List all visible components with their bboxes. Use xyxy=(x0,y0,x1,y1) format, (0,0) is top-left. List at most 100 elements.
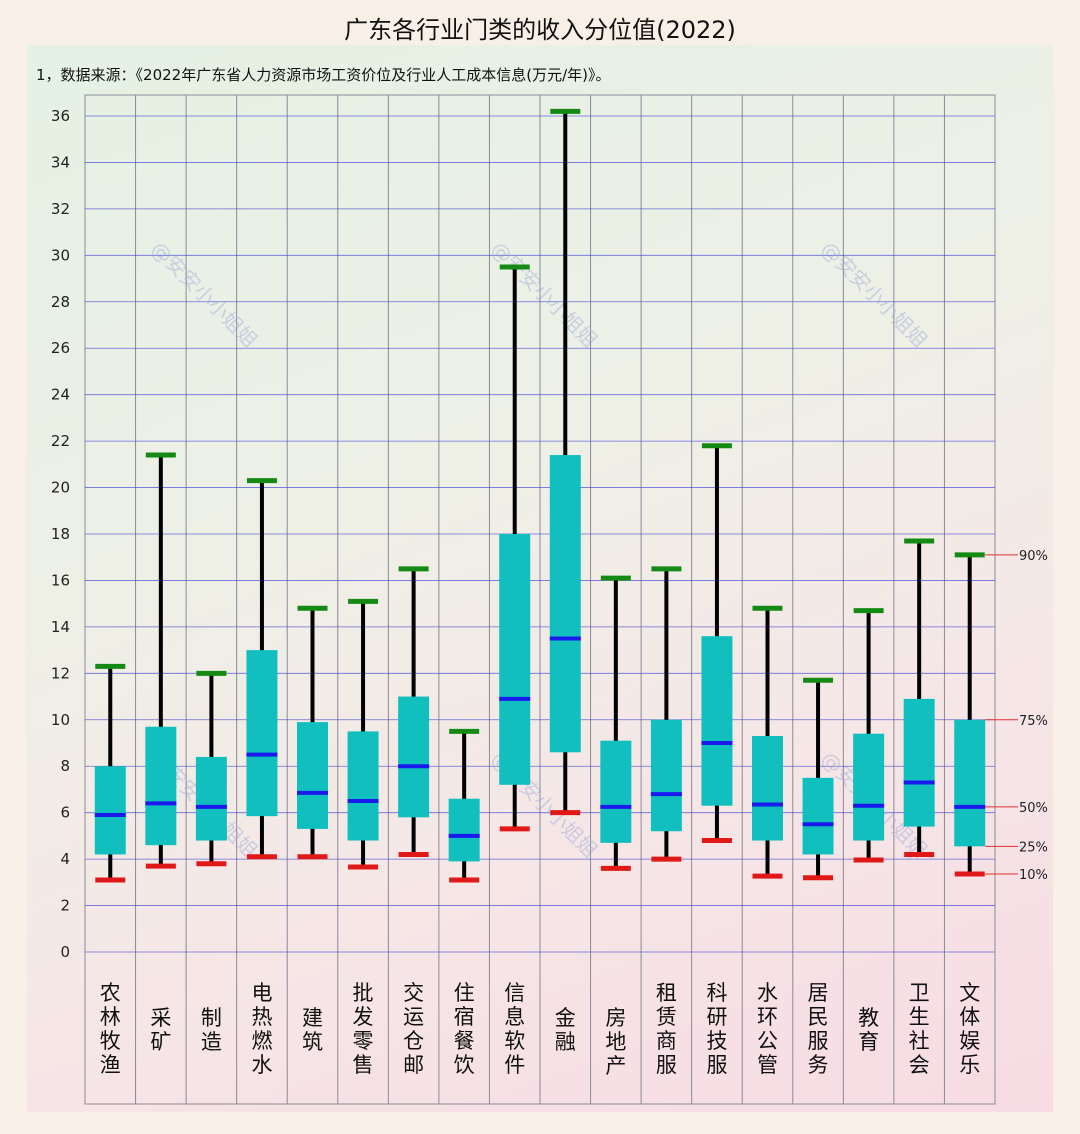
box-iqr xyxy=(853,733,885,841)
box-iqr xyxy=(549,455,581,753)
y-tick-label: 18 xyxy=(51,525,70,543)
y-tick-label: 34 xyxy=(51,153,70,171)
x-category-label-char: 会 xyxy=(909,1053,930,1077)
y-tick-label: 8 xyxy=(60,757,70,775)
x-category-label-char: 育 xyxy=(858,1030,879,1054)
x-category-label-char: 金 xyxy=(555,1006,576,1030)
x-category-label-char: 制 xyxy=(201,1006,222,1030)
x-category-label-char: 民 xyxy=(808,1005,829,1029)
x-category-label-char: 技 xyxy=(706,1029,727,1053)
x-category-label-char: 燃 xyxy=(251,1029,272,1053)
x-category-label-char: 卫 xyxy=(909,981,930,1005)
x-category-label-char: 服 xyxy=(808,1029,829,1053)
x-category-label-char: 软 xyxy=(504,1029,525,1053)
y-tick-label: 10 xyxy=(51,711,70,729)
x-category-label-char: 运 xyxy=(403,1005,424,1029)
y-tick-label: 4 xyxy=(60,850,70,868)
x-category-label-char: 地 xyxy=(605,1030,626,1054)
y-tick-label: 2 xyxy=(60,897,70,915)
x-category-label-char: 居 xyxy=(808,981,829,1005)
x-category-label-char: 邮 xyxy=(403,1053,424,1077)
x-category-label-char: 采 xyxy=(150,1006,171,1030)
box-iqr xyxy=(195,756,227,841)
x-category-label-char: 仓 xyxy=(403,1029,424,1053)
x-category-label-char: 水 xyxy=(251,1053,272,1077)
x-category-label-char: 件 xyxy=(504,1053,525,1077)
x-category-label-char: 渔 xyxy=(100,1053,121,1077)
x-category-label-char: 教 xyxy=(858,1006,879,1030)
x-category-label-char: 服 xyxy=(656,1053,677,1077)
x-category-label-char: 体 xyxy=(959,1005,980,1029)
x-category-label-char: 热 xyxy=(251,1005,272,1029)
x-category-label-char: 公 xyxy=(757,1029,778,1053)
y-tick-label: 22 xyxy=(51,432,70,450)
box-iqr xyxy=(94,766,126,855)
x-category-label-char: 信 xyxy=(504,981,525,1005)
x-category-label-char: 售 xyxy=(353,1053,374,1077)
x-category-label-char: 造 xyxy=(201,1030,222,1054)
percentile-annotation-label: 50% xyxy=(1019,801,1048,816)
box-iqr xyxy=(752,736,783,841)
y-tick-label: 26 xyxy=(51,339,70,357)
box-iqr xyxy=(802,777,834,855)
x-category-label-char: 建 xyxy=(302,1006,323,1030)
x-category-label-char: 饮 xyxy=(454,1053,475,1077)
x-category-label-char: 服 xyxy=(706,1053,727,1077)
y-tick-label: 24 xyxy=(51,386,70,404)
x-category-label-char: 交 xyxy=(403,981,424,1005)
watermark: @安安小小姐姐 xyxy=(816,237,932,353)
box-iqr xyxy=(499,534,531,785)
x-category-label-char: 房 xyxy=(605,1006,626,1030)
x-category-label-char: 电 xyxy=(251,981,272,1005)
box-iqr xyxy=(246,650,278,817)
x-category-label-char: 水 xyxy=(757,981,778,1005)
y-tick-label: 14 xyxy=(51,618,70,636)
x-category-label-char: 筑 xyxy=(302,1030,323,1054)
y-tick-label: 28 xyxy=(51,293,70,311)
x-category-label-char: 社 xyxy=(909,1029,930,1053)
x-category-label-char: 零 xyxy=(353,1029,374,1053)
x-category-label-char: 林 xyxy=(100,1005,121,1029)
x-category-label-char: 牧 xyxy=(100,1029,121,1053)
box-iqr xyxy=(145,726,177,846)
x-category-label-char: 娱 xyxy=(959,1029,980,1053)
y-tick-label: 32 xyxy=(51,200,70,218)
y-tick-label: 6 xyxy=(60,804,70,822)
x-category-label-char: 租 xyxy=(656,981,677,1005)
box-iqr xyxy=(297,722,328,829)
box-iqr xyxy=(954,719,986,847)
box-iqr xyxy=(347,731,379,841)
box-iqr xyxy=(903,698,935,827)
x-category-label-char: 科 xyxy=(706,981,727,1005)
x-category-label-char: 环 xyxy=(757,1005,778,1029)
x-category-label-char: 农 xyxy=(100,981,121,1005)
percentile-annotation-label: 90% xyxy=(1019,549,1048,564)
percentile-annotation-label: 25% xyxy=(1019,840,1048,855)
x-category-label-char: 融 xyxy=(555,1030,576,1054)
watermark: @安安小小姐姐 xyxy=(146,237,262,353)
x-category-label-char: 商 xyxy=(656,1029,677,1053)
x-category-label-char: 生 xyxy=(909,1005,930,1029)
x-category-label-char: 文 xyxy=(959,981,980,1005)
x-category-label-char: 餐 xyxy=(454,1029,475,1053)
chart-title: 广东各行业门类的收入分位值(2022) xyxy=(344,16,736,44)
x-category-label-char: 赁 xyxy=(656,1005,677,1029)
chart-subtitle: 1，数据来源：《2022年广东省人力资源市场工资价位及行业人工成本信息(万元/年… xyxy=(36,66,611,84)
x-category-label-char: 宿 xyxy=(454,1005,475,1029)
x-category-label-char: 乐 xyxy=(959,1053,980,1077)
x-category-label-char: 研 xyxy=(706,1005,727,1029)
box-iqr xyxy=(701,636,733,806)
box-iqr xyxy=(398,696,430,818)
y-tick-label: 16 xyxy=(51,571,70,589)
y-tick-label: 20 xyxy=(51,479,70,497)
y-tick-label: 30 xyxy=(51,246,70,264)
x-category-label-char: 产 xyxy=(605,1054,626,1078)
x-category-label-char: 发 xyxy=(353,1005,374,1029)
x-category-label-char: 管 xyxy=(757,1053,778,1077)
x-category-label-char: 息 xyxy=(504,1005,525,1029)
watermark: @安安小小姐姐 xyxy=(486,237,602,353)
y-tick-label: 36 xyxy=(51,107,70,125)
percentile-annotation-label: 75% xyxy=(1019,714,1048,729)
x-category-label-char: 矿 xyxy=(150,1030,171,1054)
